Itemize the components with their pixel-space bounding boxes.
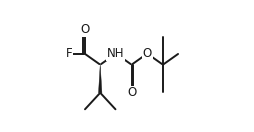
Text: NH: NH	[107, 47, 125, 60]
Text: O: O	[127, 86, 136, 99]
Text: O: O	[142, 47, 152, 60]
Text: F: F	[66, 47, 72, 60]
Text: O: O	[80, 23, 89, 36]
Polygon shape	[99, 65, 102, 93]
